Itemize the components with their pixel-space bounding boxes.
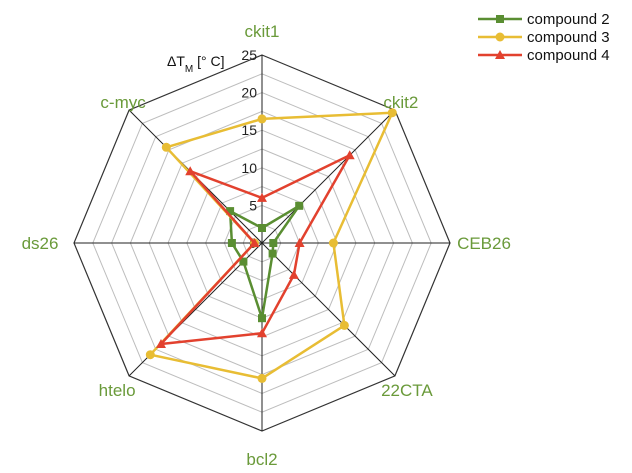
data-point: [161, 142, 171, 152]
legend-label: compound 2: [527, 11, 610, 28]
tick-label: 20: [241, 85, 257, 101]
legend-marker: [495, 50, 505, 59]
tick-label: 25: [241, 47, 257, 63]
tick-label: 5: [249, 197, 257, 213]
legend-item: compound 2: [478, 11, 610, 28]
legend-item: compound 4: [478, 47, 610, 64]
data-point: [258, 314, 266, 323]
tick-label: 15: [241, 122, 257, 138]
legend-item: compound 3: [478, 29, 610, 46]
data-point: [268, 249, 277, 258]
category-labels: ckit1 ckit2 CEB26 22CTA bcl2 htelo ds26 c-myc: [22, 22, 511, 469]
data-point: [156, 339, 166, 348]
data-point: [249, 238, 260, 247]
data-series: [145, 108, 397, 383]
data-point: [294, 238, 305, 247]
category-label-c-myc: c-myc: [100, 93, 146, 112]
data-point: [257, 373, 267, 383]
grid-spoke: [261, 109, 396, 244]
data-point: [269, 239, 278, 247]
data-point: [226, 207, 235, 216]
data-point: [328, 238, 338, 248]
data-point: [257, 114, 267, 124]
data-point: [257, 192, 267, 202]
category-label-ckit2: ckit2: [383, 93, 418, 112]
category-label-22cta: 22CTA: [381, 381, 433, 400]
data-point: [239, 257, 248, 266]
data-point: [387, 108, 397, 118]
category-label-ds26: ds26: [22, 234, 59, 253]
tick-label: 10: [241, 160, 257, 176]
legend-label: compound 3: [527, 29, 610, 46]
radial-axis-label-base: ΔT: [167, 53, 185, 69]
category-label-ceb26: CEB26: [457, 234, 511, 253]
category-label-ckit1: ckit1: [245, 22, 280, 41]
series-compound-2: [226, 201, 304, 323]
data-point: [145, 350, 155, 360]
data-point: [339, 320, 349, 330]
data-point: [288, 269, 299, 279]
series-compound-4: [156, 150, 355, 348]
grid-spoke: [261, 242, 396, 377]
radial-axis-label-unit: [° C]: [193, 53, 224, 69]
data-point: [185, 166, 196, 176]
data-point: [258, 224, 266, 232]
legend-marker: [495, 32, 505, 42]
data-point: [344, 150, 355, 160]
legend-label: compound 4: [527, 47, 610, 64]
radial-axis-label: ΔTM [° C]: [167, 53, 225, 75]
category-label-htelo: htelo: [99, 381, 136, 400]
radial-axis-label-subscript: M: [185, 64, 193, 75]
data-point: [295, 201, 304, 210]
data-point: [227, 239, 236, 247]
legend-marker: [496, 15, 504, 23]
data-point: [257, 328, 267, 338]
category-label-bcl2: bcl2: [246, 450, 277, 469]
